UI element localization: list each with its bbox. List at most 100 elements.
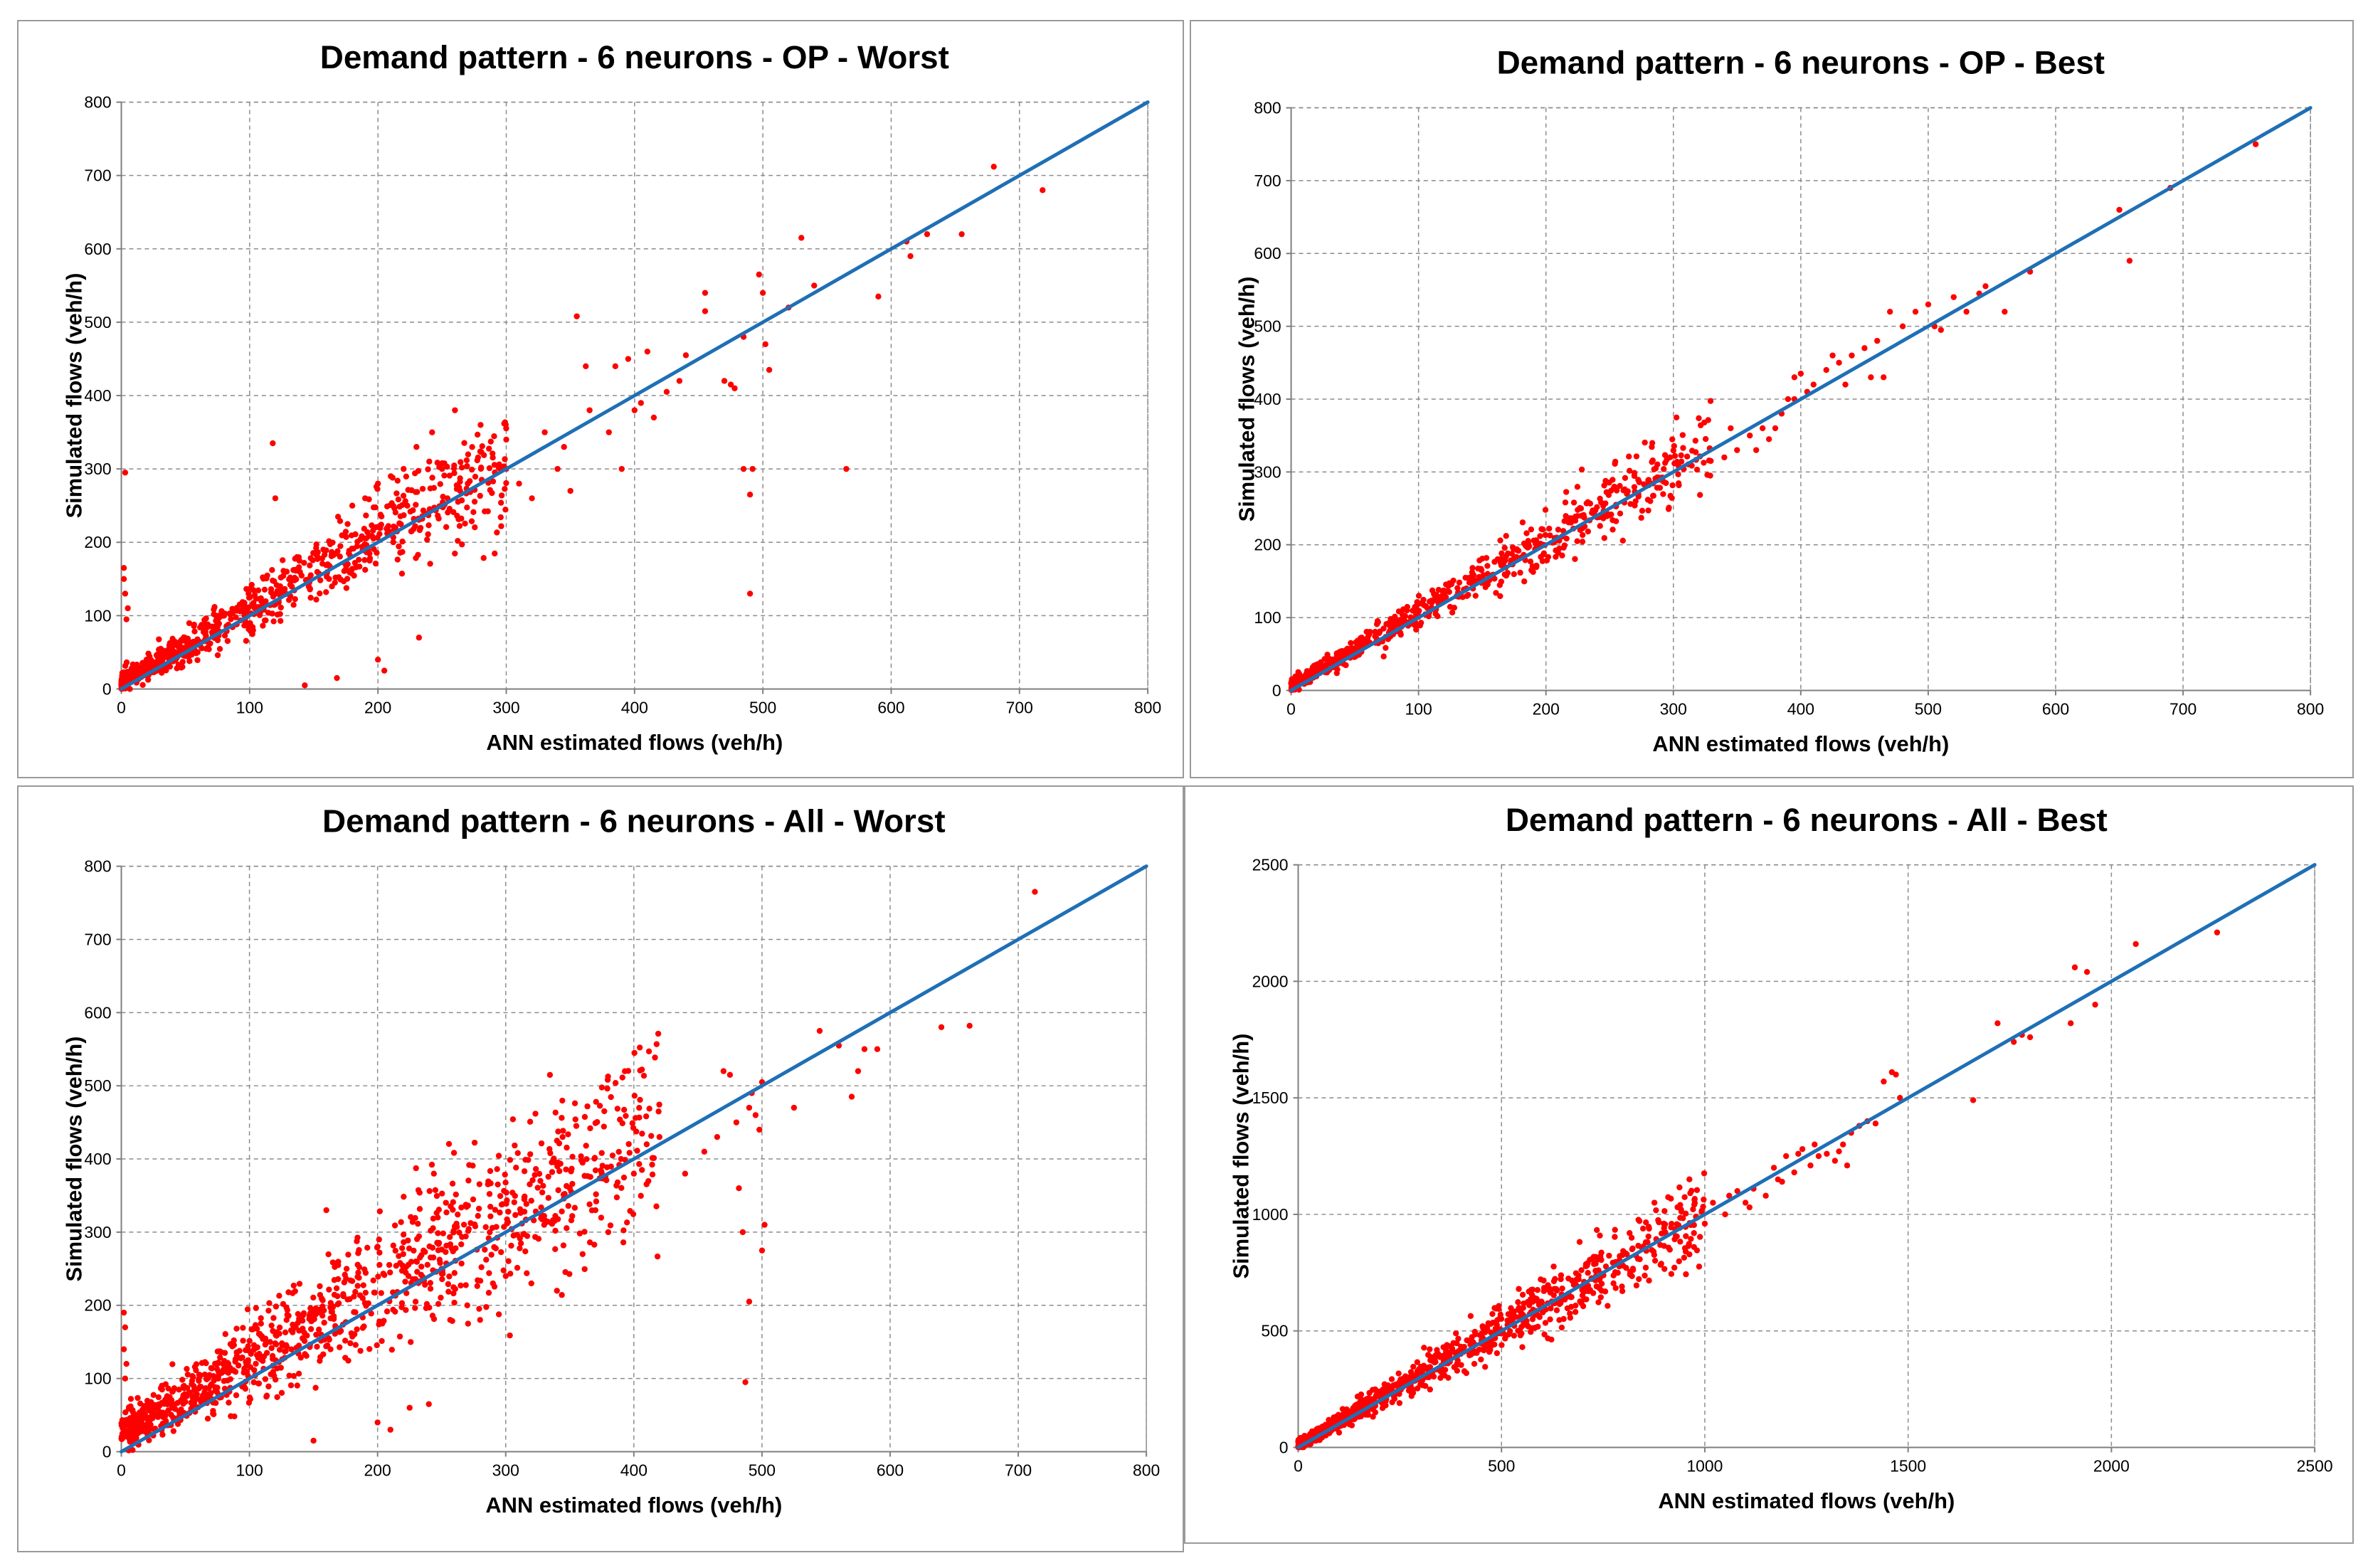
scatter-point	[216, 645, 223, 652]
x-tick-label: 800	[1133, 1461, 1160, 1479]
scatter-point	[598, 1214, 605, 1221]
scatter-point	[331, 1277, 338, 1283]
scatter-point	[249, 1326, 256, 1333]
scatter-point	[1675, 471, 1681, 477]
scatter-point	[269, 567, 275, 573]
scatter-point	[579, 1251, 586, 1257]
scatter-point	[164, 647, 171, 654]
scatter-point	[1432, 597, 1439, 603]
scatter-point	[163, 667, 169, 674]
scatter-point	[502, 1180, 509, 1186]
identity-line	[1289, 106, 2312, 692]
scatter-point	[1443, 1347, 1449, 1354]
scatter-point	[438, 1271, 445, 1277]
scatter-point	[638, 400, 644, 406]
scatter-point	[639, 1130, 645, 1137]
scatter-point	[122, 1375, 129, 1382]
scatter-point	[492, 550, 498, 557]
scatter-point	[425, 531, 431, 538]
scatter-point	[317, 1357, 323, 1364]
scatter-point	[313, 596, 319, 603]
scatter-point	[636, 1105, 643, 1111]
x-tick-label: 500	[749, 698, 776, 716]
scatter-point	[487, 438, 494, 445]
scatter-point	[581, 1266, 588, 1273]
scatter-point	[1440, 587, 1447, 594]
x-tick-label: 2000	[2093, 1456, 2130, 1475]
scatter-point	[538, 1204, 544, 1211]
scatter-point	[1380, 625, 1387, 632]
scatter-point	[1614, 1269, 1621, 1276]
y-tick-label: 300	[84, 1223, 111, 1241]
scatter-point	[517, 1209, 524, 1217]
scatter-point	[1407, 1369, 1415, 1375]
scatter-point	[422, 1249, 428, 1255]
scatter-point	[966, 1022, 973, 1029]
scatter-point	[1654, 461, 1661, 467]
scatter-point	[297, 1355, 304, 1361]
scatter-point	[488, 1251, 495, 1258]
scatter-point	[2068, 1020, 2074, 1027]
scatter-point	[351, 1293, 357, 1300]
scatter-point	[1420, 1382, 1427, 1389]
scatter-point	[196, 1376, 202, 1382]
scatter-point	[1434, 1347, 1440, 1353]
scatter-point	[1680, 445, 1686, 451]
scatter-point	[399, 539, 406, 545]
scatter-point	[326, 1286, 332, 1293]
scatter-point	[415, 1187, 422, 1194]
scatter-point	[279, 557, 286, 563]
scatter-point	[1520, 1305, 1526, 1311]
scatter-point	[1686, 1176, 1693, 1182]
scatter-point	[432, 1187, 439, 1193]
scatter-point	[1696, 1264, 1703, 1270]
scatter-point	[739, 1229, 746, 1236]
x-tick-label: 400	[1787, 699, 1814, 718]
scatter-point	[504, 1216, 510, 1223]
scatter-point	[535, 1236, 542, 1242]
scatter-point	[196, 1372, 203, 1378]
scatter-point	[361, 556, 368, 563]
scatter-point	[314, 549, 320, 556]
scatter-point	[184, 643, 191, 650]
scatter-point	[1480, 1325, 1486, 1331]
scatter-point	[1661, 1208, 1668, 1214]
scatter-point	[634, 1148, 640, 1154]
scatter-point	[1505, 1311, 1511, 1318]
scatter-point	[541, 429, 548, 435]
scatter-point	[359, 1295, 366, 1301]
scatter-point	[321, 1307, 327, 1314]
scatter-point	[551, 1155, 557, 1162]
scatter-point	[337, 1328, 344, 1334]
scatter-point	[1545, 525, 1553, 532]
scatter-point	[118, 1422, 125, 1429]
scatter-point	[938, 1024, 945, 1031]
scatter-point	[487, 487, 493, 494]
scatter-point	[527, 1181, 533, 1187]
scatter-point	[574, 313, 580, 319]
scatter-point	[1545, 553, 1552, 561]
scatter-point	[1358, 1396, 1364, 1402]
scatter-point	[726, 1071, 734, 1078]
scatter-point	[1631, 472, 1638, 480]
scatter-point	[1795, 1150, 1802, 1157]
scatter-point	[241, 600, 248, 606]
scatter-point	[354, 543, 361, 550]
scatter-point	[310, 1294, 317, 1301]
scatter-point	[198, 1384, 204, 1390]
scatter-point	[464, 462, 470, 470]
scatter-point	[1597, 1294, 1604, 1301]
scatter-point	[581, 1113, 588, 1121]
y-tick-label: 400	[1254, 390, 1281, 408]
scatter-point	[134, 1394, 141, 1402]
scatter-point	[1612, 460, 1618, 467]
scatter-point	[1556, 545, 1563, 552]
scatter-point	[127, 1439, 133, 1445]
scatter-point	[631, 1049, 638, 1056]
scatter-point	[702, 308, 709, 314]
scatter-point	[439, 460, 445, 467]
scatter-point	[348, 1330, 354, 1337]
scatter-point	[450, 1229, 457, 1236]
scatter-point	[512, 1212, 519, 1219]
scatter-point	[376, 1318, 383, 1325]
